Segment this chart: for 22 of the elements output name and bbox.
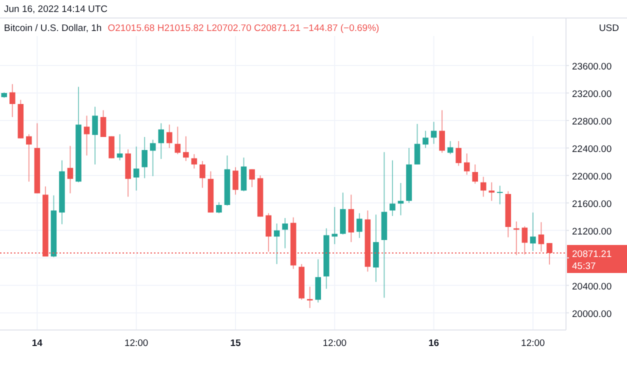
y-tick-label: 22400.00 — [572, 144, 612, 155]
x-tick-label: 12:00 — [521, 338, 545, 349]
y-tick-label: 21600.00 — [572, 198, 612, 210]
y-tick-label: 22800.00 — [572, 116, 612, 128]
text: Jun 16, 2022 14:14 UTC — [4, 4, 108, 15]
y-tick-label: 23200.00 — [572, 89, 612, 100]
x-tick-label: 15 — [230, 338, 242, 349]
x-tick-label: 14 — [32, 338, 44, 349]
x-tick-label: 12:00 — [322, 338, 347, 349]
candlestick — [108, 136, 114, 159]
x-tick-label: 16 — [428, 338, 440, 349]
ref-line-label: 20871.21 — [572, 248, 612, 260]
y-tick-label: 20400.00 — [572, 281, 612, 292]
chart-subtitle: O21015.68 H21015.82 L20702.70 C20871.21 −144.87 (−0.69%) — [108, 23, 380, 34]
y-tick-label: 20000.00 — [572, 308, 612, 320]
chart-title: Bitcoin / U.S. Dollar, 1h — [4, 23, 102, 34]
x-tick-label: 12:00 — [124, 338, 148, 349]
y-axis-title: USD — [598, 23, 620, 34]
y-tick-label: 22000.00 — [572, 171, 612, 182]
y-tick-label: 21200.00 — [572, 226, 612, 238]
text: 45:37 — [572, 260, 596, 272]
y-tick-label: 23600.00 — [572, 62, 612, 73]
